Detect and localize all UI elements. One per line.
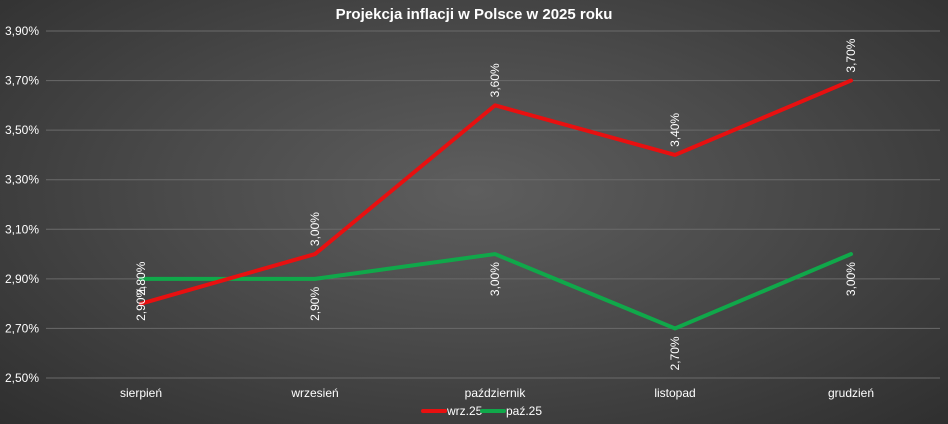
- data-label: 3,70%: [844, 38, 858, 72]
- data-label: 2,70%: [668, 336, 682, 370]
- x-tick-label: sierpień: [120, 386, 162, 400]
- series-line-wrz25: [139, 78, 853, 306]
- data-label: 3,00%: [308, 212, 322, 246]
- data-label: 2,90%: [308, 287, 322, 321]
- y-tick-label: 3,70%: [5, 74, 39, 88]
- data-labels: 2,80% 3,00% 3,60% 3,40% 3,70% 2,90% 2,90% 3,00%…: [134, 38, 858, 370]
- data-label: 3,00%: [488, 262, 502, 296]
- y-tick-label: 2,90%: [5, 272, 39, 286]
- data-label: 3,60%: [488, 63, 502, 97]
- y-tick-label: 3,50%: [5, 123, 39, 137]
- x-tick-label: październik: [465, 386, 527, 400]
- y-tick-label: 3,30%: [5, 173, 39, 187]
- y-tick-label: 2,50%: [5, 371, 39, 385]
- legend-label: paź.25: [506, 404, 542, 418]
- data-label: 3,00%: [844, 262, 858, 296]
- legend-label: wrz.25: [446, 404, 483, 418]
- y-tick-label: 3,90%: [5, 24, 39, 38]
- series-line-paz25: [139, 252, 853, 331]
- x-axis-ticks: sierpień wrzesień październik listopad grudz…: [120, 386, 874, 400]
- data-label: 2,90%: [134, 287, 148, 321]
- y-axis-ticks: 2,50% 2,70% 2,90% 3,10% 3,30% 3,50% 3,70% 3,90%: [5, 24, 39, 385]
- chart-title: Projekcja inflacji w Polsce w 2025 roku: [336, 6, 613, 23]
- legend: wrz.25 paź.25: [421, 404, 542, 418]
- series-lines: [139, 78, 853, 331]
- data-label: 3,40%: [668, 113, 682, 147]
- y-tick-label: 3,10%: [5, 222, 39, 236]
- x-tick-label: wrzesień: [290, 386, 338, 400]
- x-tick-label: grudzień: [828, 386, 874, 400]
- data-label: 2,80%: [134, 261, 148, 295]
- y-tick-label: 2,70%: [5, 321, 39, 335]
- x-tick-label: listopad: [654, 386, 695, 400]
